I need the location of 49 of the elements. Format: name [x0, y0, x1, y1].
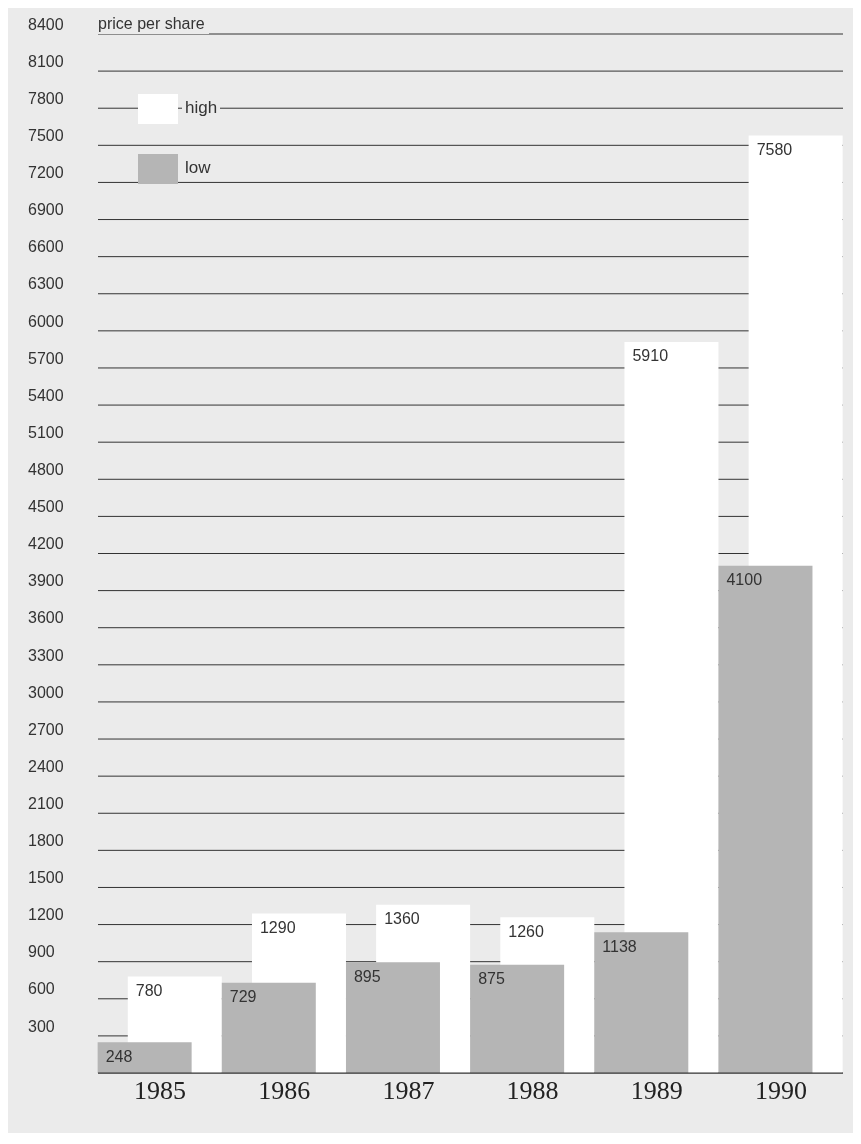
y-tick-label: 6000: [28, 312, 64, 330]
y-tick-label: 2400: [28, 757, 64, 775]
y-tick-label: 6300: [28, 275, 64, 293]
x-tick-label: 1986: [258, 1076, 311, 1106]
x-tick-label: 1988: [506, 1076, 559, 1106]
y-tick-label: 2100: [28, 794, 64, 812]
x-tick-label: 1990: [754, 1076, 807, 1106]
y-tick-label: 1500: [28, 869, 64, 887]
y-tick-label: 6900: [28, 201, 64, 219]
x-tick-label: 1985: [134, 1076, 187, 1106]
legend-label: low: [182, 158, 214, 177]
data-label: 5910: [632, 347, 669, 365]
y-tick-label: 4500: [28, 498, 64, 516]
data-label: 1138: [602, 937, 637, 955]
y-tick-label: 7200: [28, 164, 64, 182]
y-tick-label: 8100: [28, 52, 64, 70]
y-tick-label: 3600: [28, 609, 64, 627]
y-tick-label: 3000: [28, 683, 64, 701]
data-label: 248: [105, 1047, 133, 1065]
legend-label: high: [182, 98, 221, 117]
y-tick-label: 600: [28, 980, 55, 998]
y-tick-label: 2700: [28, 720, 64, 738]
data-label: 1360: [384, 910, 420, 928]
y-tick-label: 8400: [28, 15, 64, 33]
y-tick-label: 4800: [28, 460, 64, 478]
data-label: 780: [135, 981, 163, 999]
y-tick-label: 3900: [28, 572, 64, 590]
data-label: 875: [478, 970, 505, 988]
data-label: 7580: [756, 140, 793, 158]
y-axis-title: price per share: [94, 14, 209, 34]
y-tick-label: 900: [28, 943, 55, 961]
data-label: 1260: [508, 922, 544, 940]
y-tick-label: 5700: [28, 349, 64, 367]
data-label: 4100: [726, 571, 763, 589]
y-tick-label: 5400: [28, 386, 64, 404]
y-tick-label: 7800: [28, 89, 64, 107]
y-tick-label: 5100: [28, 423, 64, 441]
y-tick-label: 7500: [28, 127, 64, 144]
data-label: 729: [229, 988, 257, 1006]
y-tick-label: 4200: [28, 535, 64, 553]
data-label: 1290: [259, 918, 296, 936]
y-tick-label: 1200: [28, 906, 64, 924]
y-tick-label: 6600: [28, 238, 64, 256]
y-tick-label: 1800: [28, 832, 64, 850]
data-label: 895: [353, 967, 381, 985]
x-tick-label: 1987: [382, 1076, 435, 1106]
y-tick-label: 3300: [28, 646, 64, 664]
y-tick-label: 300: [28, 1017, 55, 1035]
x-tick-label: 1989: [630, 1076, 683, 1106]
